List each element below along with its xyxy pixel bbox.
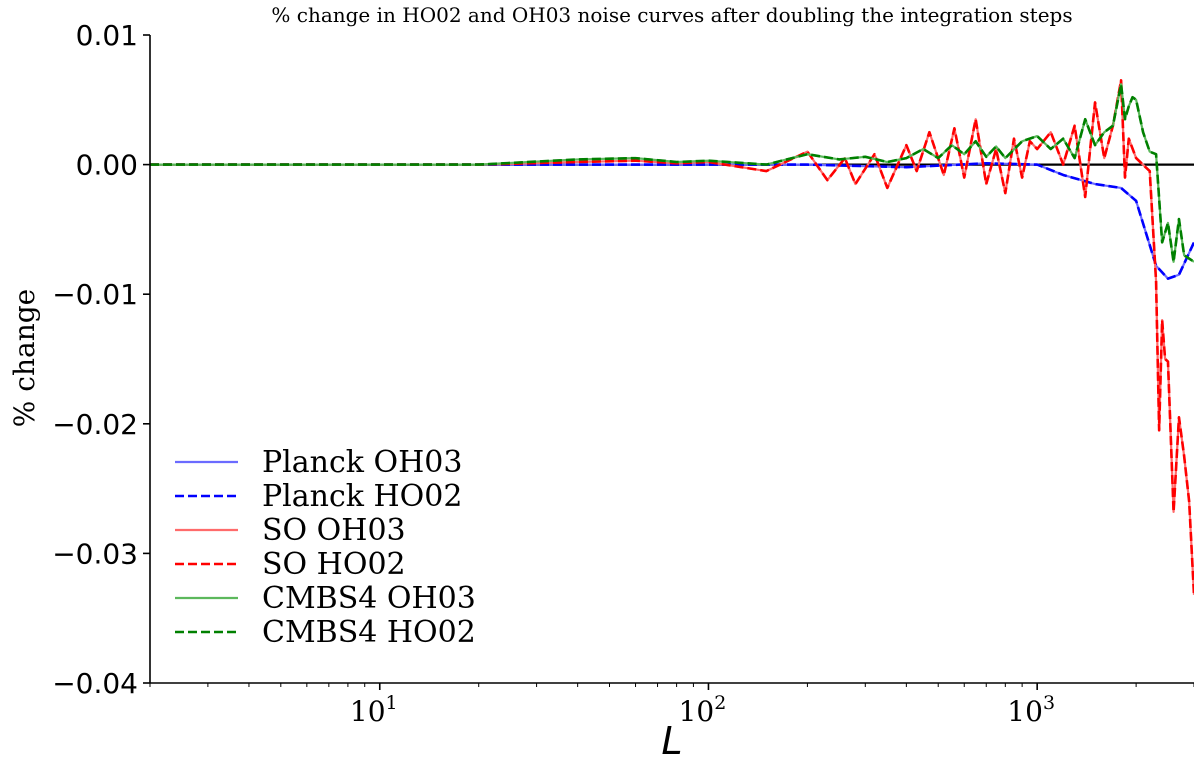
x-tick-label: 103: [1007, 692, 1055, 728]
y-axis-label: % change: [8, 289, 41, 427]
legend-label: Planck OH03: [262, 445, 462, 480]
series-line-so-ho02: [150, 79, 1194, 595]
y-tick-label: −0.01: [52, 278, 138, 311]
series-line-planck-oh03: [150, 162, 1194, 280]
plot-area: [150, 79, 1194, 595]
y-tick-label: 0.01: [76, 19, 138, 52]
y-tick-label: −0.04: [52, 667, 138, 700]
legend-label: Planck HO02: [262, 479, 462, 514]
y-tick-label: −0.03: [52, 537, 138, 570]
legend-label: CMBS4 OH03: [262, 581, 476, 616]
y-tick-label: 0.00: [76, 149, 138, 182]
x-tick-label: 102: [679, 692, 727, 728]
legend-label: SO OH03: [262, 513, 406, 548]
legend-label: SO HO02: [262, 547, 406, 582]
series-line-planck-ho02: [150, 162, 1194, 280]
legend-label: CMBS4 HO02: [262, 615, 476, 650]
series-line-cmbs4-oh03: [150, 83, 1194, 263]
x-axis-label: L: [661, 719, 682, 759]
series-line-cmbs4-ho02: [150, 82, 1194, 264]
x-tick-label: 101: [350, 692, 398, 728]
chart-title: % change in HO02 and OH03 noise curves a…: [271, 3, 1072, 27]
axes: 0.01 0.00 −0.01 −0.02 −0.03 −0.04 101 102 103: [52, 19, 1194, 728]
y-tick-label: −0.02: [52, 408, 138, 441]
